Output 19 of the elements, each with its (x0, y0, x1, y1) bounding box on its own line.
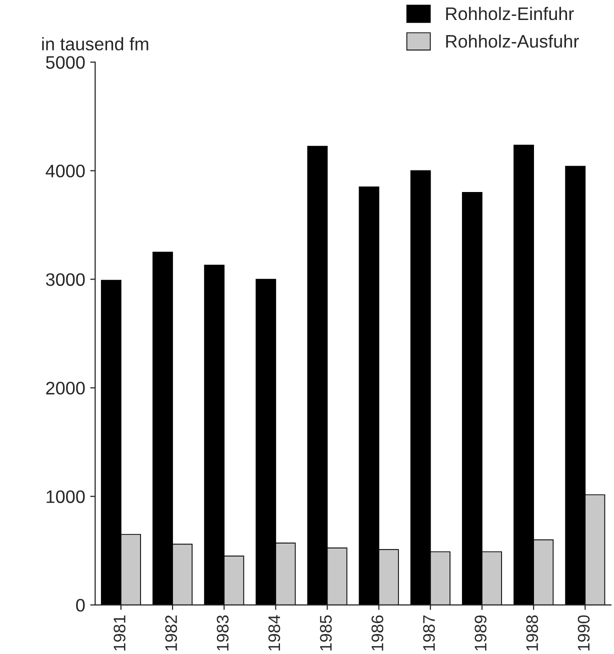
y-tick-label: 1000 (46, 490, 85, 504)
legend-label: Rohholz-Ausfuhr (446, 34, 579, 48)
x-tick-label: 1989 (474, 615, 486, 650)
y-tick-label: 4000 (46, 164, 85, 178)
legend-label: Rohholz-Einfuhr (446, 6, 574, 20)
x-tick-label: 1981 (114, 615, 126, 650)
x-tick-label: 1986 (372, 615, 384, 650)
y-axis-title: in tausend fm (42, 37, 148, 50)
x-tick-label: 1988 (526, 615, 538, 650)
y-tick-label: 2000 (46, 382, 85, 395)
y-tick-label: 5000 (46, 56, 85, 69)
x-tick-label: 1987 (423, 616, 435, 650)
y-tick-label: 3000 (46, 273, 85, 286)
x-tick-label: 1984 (268, 615, 280, 650)
x-tick-label: 1990 (578, 615, 590, 650)
x-tick-label: 1983 (216, 615, 229, 650)
y-tick-label: 0 (76, 598, 85, 612)
x-tick-label: 1982 (165, 616, 178, 650)
x-tick-label: 1985 (320, 615, 332, 650)
